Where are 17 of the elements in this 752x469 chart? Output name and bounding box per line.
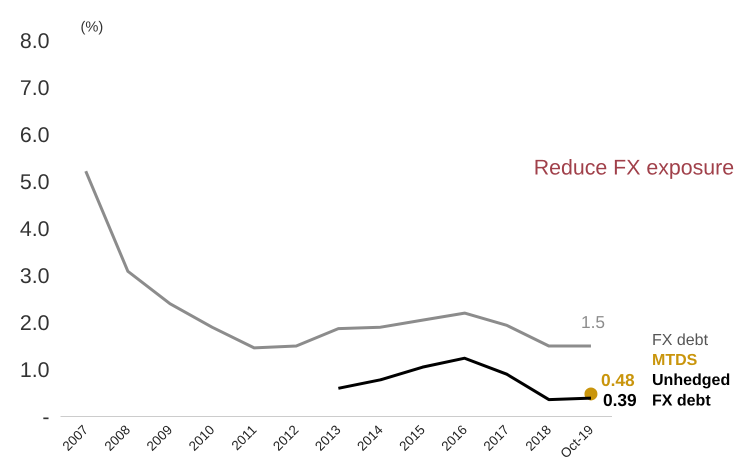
y-tick-label: 4.0 [20, 217, 50, 241]
annotation: Reduce FX exposure [534, 156, 734, 180]
y-tick-label: 7.0 [20, 76, 50, 100]
data-label: 0.48 [600, 370, 636, 390]
y-tick-label: 8.0 [20, 29, 50, 53]
y-tick-label: 5.0 [20, 170, 50, 194]
text: Unhedged FX debt [652, 372, 730, 410]
y-tick-label: 6.0 [20, 123, 50, 147]
data-label: 0.39 [602, 390, 637, 410]
text: MTDS [652, 352, 698, 369]
y-axis-title: (%) [80, 20, 104, 36]
y-tick-label: 1.0 [20, 358, 50, 382]
y-tick-label: 2.0 [20, 311, 50, 335]
y-tick-label: - [42, 405, 50, 429]
text: FX debt [652, 332, 709, 349]
y-tick-label: 3.0 [20, 264, 50, 288]
data-label: 1.5 [580, 312, 606, 332]
